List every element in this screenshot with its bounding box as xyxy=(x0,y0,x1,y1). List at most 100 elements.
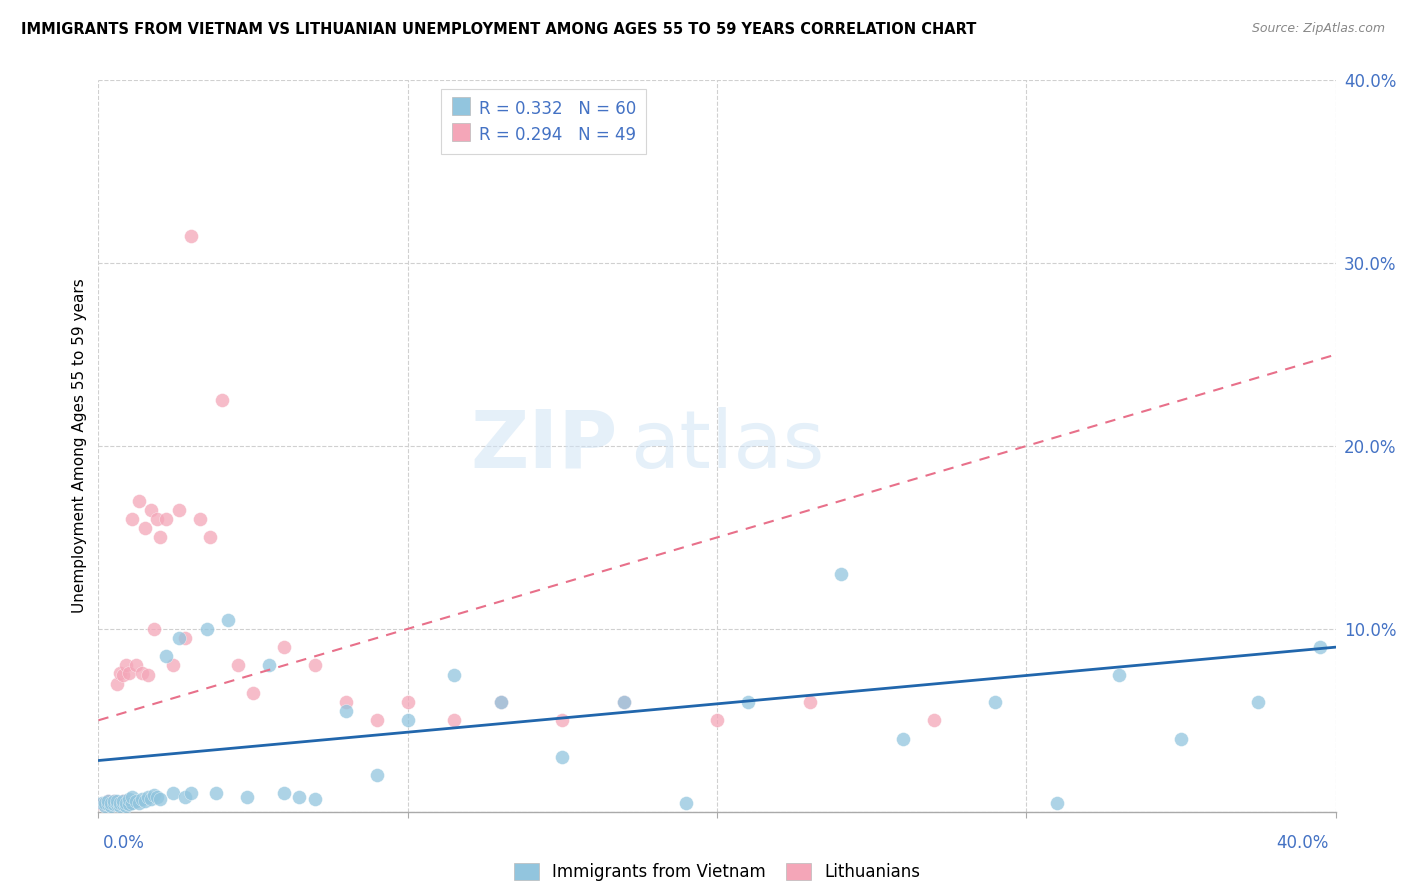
Point xyxy=(190,512,212,526)
Point xyxy=(155,649,177,664)
Point xyxy=(105,796,128,810)
Point xyxy=(103,797,125,812)
Point xyxy=(706,714,728,728)
Point xyxy=(174,790,197,805)
Point xyxy=(1170,731,1192,746)
Point xyxy=(257,658,280,673)
Point xyxy=(136,790,159,805)
Point xyxy=(105,794,128,808)
Point xyxy=(112,797,135,812)
Point xyxy=(143,789,166,803)
Point xyxy=(288,790,311,805)
Point xyxy=(195,622,218,636)
Point xyxy=(443,667,465,681)
Text: atlas: atlas xyxy=(630,407,825,485)
Point xyxy=(236,790,259,805)
Point xyxy=(443,714,465,728)
Point xyxy=(149,792,172,806)
Point xyxy=(273,787,295,801)
Point xyxy=(103,794,125,808)
Point xyxy=(155,512,177,526)
Point xyxy=(162,658,184,673)
Point xyxy=(167,631,190,645)
Point xyxy=(1108,667,1130,681)
Point xyxy=(115,658,138,673)
Point xyxy=(143,622,166,636)
Point xyxy=(121,790,143,805)
Point xyxy=(97,797,120,812)
Point xyxy=(90,796,112,810)
Point xyxy=(134,521,156,535)
Point xyxy=(335,704,357,718)
Point xyxy=(112,667,135,681)
Point xyxy=(105,676,128,690)
Point xyxy=(108,799,131,814)
Point xyxy=(167,503,190,517)
Y-axis label: Unemployment Among Ages 55 to 59 years: Unemployment Among Ages 55 to 59 years xyxy=(72,278,87,614)
Point xyxy=(90,797,112,812)
Point xyxy=(112,794,135,808)
Text: IMMIGRANTS FROM VIETNAM VS LITHUANIAN UNEMPLOYMENT AMONG AGES 55 TO 59 YEARS COR: IMMIGRANTS FROM VIETNAM VS LITHUANIAN UN… xyxy=(21,22,976,37)
Point xyxy=(1247,695,1270,709)
Point xyxy=(149,530,172,544)
Point xyxy=(103,794,125,808)
Point xyxy=(489,695,512,709)
Point xyxy=(226,658,249,673)
Point xyxy=(118,797,141,812)
Point xyxy=(799,695,821,709)
Point xyxy=(100,796,122,810)
Point xyxy=(97,794,120,808)
Point xyxy=(131,792,153,806)
Point xyxy=(100,796,122,810)
Point xyxy=(551,749,574,764)
Point xyxy=(922,714,945,728)
Point xyxy=(737,695,759,709)
Text: 0.0%: 0.0% xyxy=(103,834,145,852)
Point xyxy=(93,796,115,810)
Point xyxy=(112,794,135,808)
Point xyxy=(124,658,146,673)
Point xyxy=(139,503,162,517)
Point xyxy=(217,613,239,627)
Point xyxy=(198,530,221,544)
Point xyxy=(124,794,146,808)
Point xyxy=(396,714,419,728)
Point xyxy=(1309,640,1331,655)
Point xyxy=(335,695,357,709)
Point xyxy=(366,714,388,728)
Legend: Immigrants from Vietnam, Lithuanians: Immigrants from Vietnam, Lithuanians xyxy=(508,856,927,888)
Point xyxy=(121,512,143,526)
Point xyxy=(162,787,184,801)
Point xyxy=(108,796,131,810)
Point xyxy=(551,714,574,728)
Text: ZIP: ZIP xyxy=(471,407,619,485)
Point xyxy=(103,797,125,812)
Point xyxy=(115,796,138,810)
Point xyxy=(891,731,914,746)
Point xyxy=(205,787,228,801)
Point xyxy=(613,695,636,709)
Point xyxy=(180,787,202,801)
Point xyxy=(118,792,141,806)
Point xyxy=(1046,796,1069,810)
Point xyxy=(93,799,115,814)
Point xyxy=(613,695,636,709)
Point xyxy=(108,796,131,810)
Point xyxy=(304,658,326,673)
Point xyxy=(97,797,120,812)
Point xyxy=(128,493,150,508)
Point xyxy=(97,794,120,808)
Point xyxy=(273,640,295,655)
Point xyxy=(118,796,141,810)
Point xyxy=(146,790,169,805)
Point xyxy=(304,792,326,806)
Point xyxy=(146,512,169,526)
Text: 40.0%: 40.0% xyxy=(1277,834,1329,852)
Point xyxy=(128,796,150,810)
Point xyxy=(396,695,419,709)
Text: Source: ZipAtlas.com: Source: ZipAtlas.com xyxy=(1251,22,1385,36)
Point xyxy=(118,665,141,680)
Point xyxy=(180,228,202,243)
Point xyxy=(174,631,197,645)
Point xyxy=(984,695,1007,709)
